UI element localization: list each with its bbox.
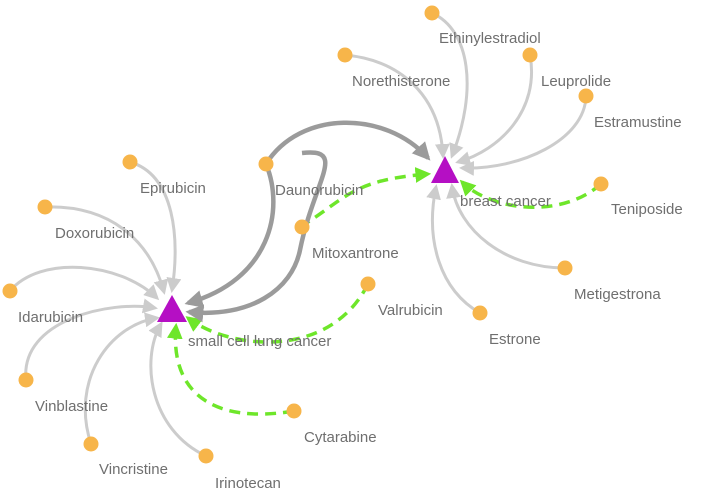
edge-epirubicin-sclc <box>129 160 182 293</box>
drug-node-norethisterone[interactable] <box>337 47 353 63</box>
drug-label-irinotecan: Irinotecan <box>215 475 281 492</box>
disease-node-small-cell-lung-cancer[interactable] <box>157 295 187 322</box>
edges-breast-cancer <box>264 11 603 315</box>
drug-label-estramustine: Estramustine <box>594 114 682 131</box>
drug-node-idarubicin[interactable] <box>2 283 18 299</box>
drug-label-vinblastine: Vinblastine <box>35 398 108 415</box>
edge-vincristine-sclc <box>83 312 160 445</box>
drug-nodes <box>2 5 609 464</box>
drug-node-estrone[interactable] <box>472 305 488 321</box>
edge-daunorubicin-breast <box>264 120 431 166</box>
drug-label-vincristine: Vincristine <box>99 461 168 478</box>
disease-node-breast-cancer[interactable] <box>431 156 459 183</box>
drug-node-daunorubicin[interactable] <box>258 156 274 172</box>
drug-label-mitoxantrone: Mitoxantrone <box>312 245 399 262</box>
drug-label-leuprolide: Leuprolide <box>541 73 611 90</box>
edge-teniposide-breast <box>459 179 603 209</box>
drug-node-vinblastine[interactable] <box>18 372 34 388</box>
edge-cytarabine-sclc <box>166 322 295 416</box>
disease-label-small-cell-lung-cancer: small cell lung cancer <box>188 333 331 350</box>
drug-node-irinotecan[interactable] <box>198 448 214 464</box>
drug-node-teniposide[interactable] <box>593 176 609 192</box>
drug-node-estramustine[interactable] <box>578 88 594 104</box>
drug-node-vincristine[interactable] <box>83 436 99 452</box>
edge-valrubicin-sclc <box>185 283 370 344</box>
drug-node-ethinylestradiol[interactable] <box>424 5 440 21</box>
edge-norethisterone-breast <box>344 53 450 159</box>
edge-mitoxantrone-sclc <box>185 150 328 323</box>
drug-node-cytarabine[interactable] <box>286 403 302 419</box>
edge-mitoxantrone-breast <box>299 167 432 229</box>
drug-label-valrubicin: Valrubicin <box>378 302 443 319</box>
drug-node-metigestrona[interactable] <box>557 260 573 276</box>
drug-label-cytarabine: Cytarabine <box>304 429 377 446</box>
drug-label-teniposide: Teniposide <box>611 201 683 218</box>
drug-node-valrubicin[interactable] <box>360 276 376 292</box>
drug-node-mitoxantrone[interactable] <box>294 219 310 235</box>
edge-doxorubicin-sclc <box>44 205 169 295</box>
drug-label-doxorubicin: Doxorubicin <box>55 225 134 242</box>
drug-label-estrone: Estrone <box>489 331 541 348</box>
drug-label-ethinylestradiol: Ethinylestradiol <box>439 30 541 47</box>
edge-leuprolide-breast <box>455 54 533 166</box>
drug-node-epirubicin[interactable] <box>122 154 138 170</box>
edge-idarubicin-sclc <box>8 265 160 301</box>
drug-labels: Ethinylestradiol Norethisterone Leuproli… <box>18 30 683 492</box>
drug-label-daunorubicin: Daunorubicin <box>275 182 363 199</box>
drug-node-doxorubicin[interactable] <box>37 199 53 215</box>
drug-label-idarubicin: Idarubicin <box>18 309 83 326</box>
disease-nodes <box>157 156 459 322</box>
edge-vinblastine-sclc <box>24 298 158 381</box>
drug-label-norethisterone: Norethisterone <box>352 73 450 90</box>
drug-label-metigestrona: Metigestrona <box>574 286 661 303</box>
edge-ethinylestradiol-breast <box>431 11 469 159</box>
disease-label-breast-cancer: breast cancer <box>460 193 551 210</box>
edge-metigestrona-breast <box>446 183 566 270</box>
drug-node-leuprolide[interactable] <box>522 47 538 63</box>
edge-irinotecan-sclc <box>148 321 207 458</box>
disease-labels: breast cancer small cell lung cancer <box>188 193 551 350</box>
edge-estramustine-breast <box>459 95 588 176</box>
edge-estrone-breast <box>426 184 481 315</box>
edges-small-cell-lung-cancer <box>8 150 370 458</box>
edge-daunorubicin-sclc <box>184 163 276 308</box>
drug-label-epirubicin: Epirubicin <box>140 180 206 197</box>
